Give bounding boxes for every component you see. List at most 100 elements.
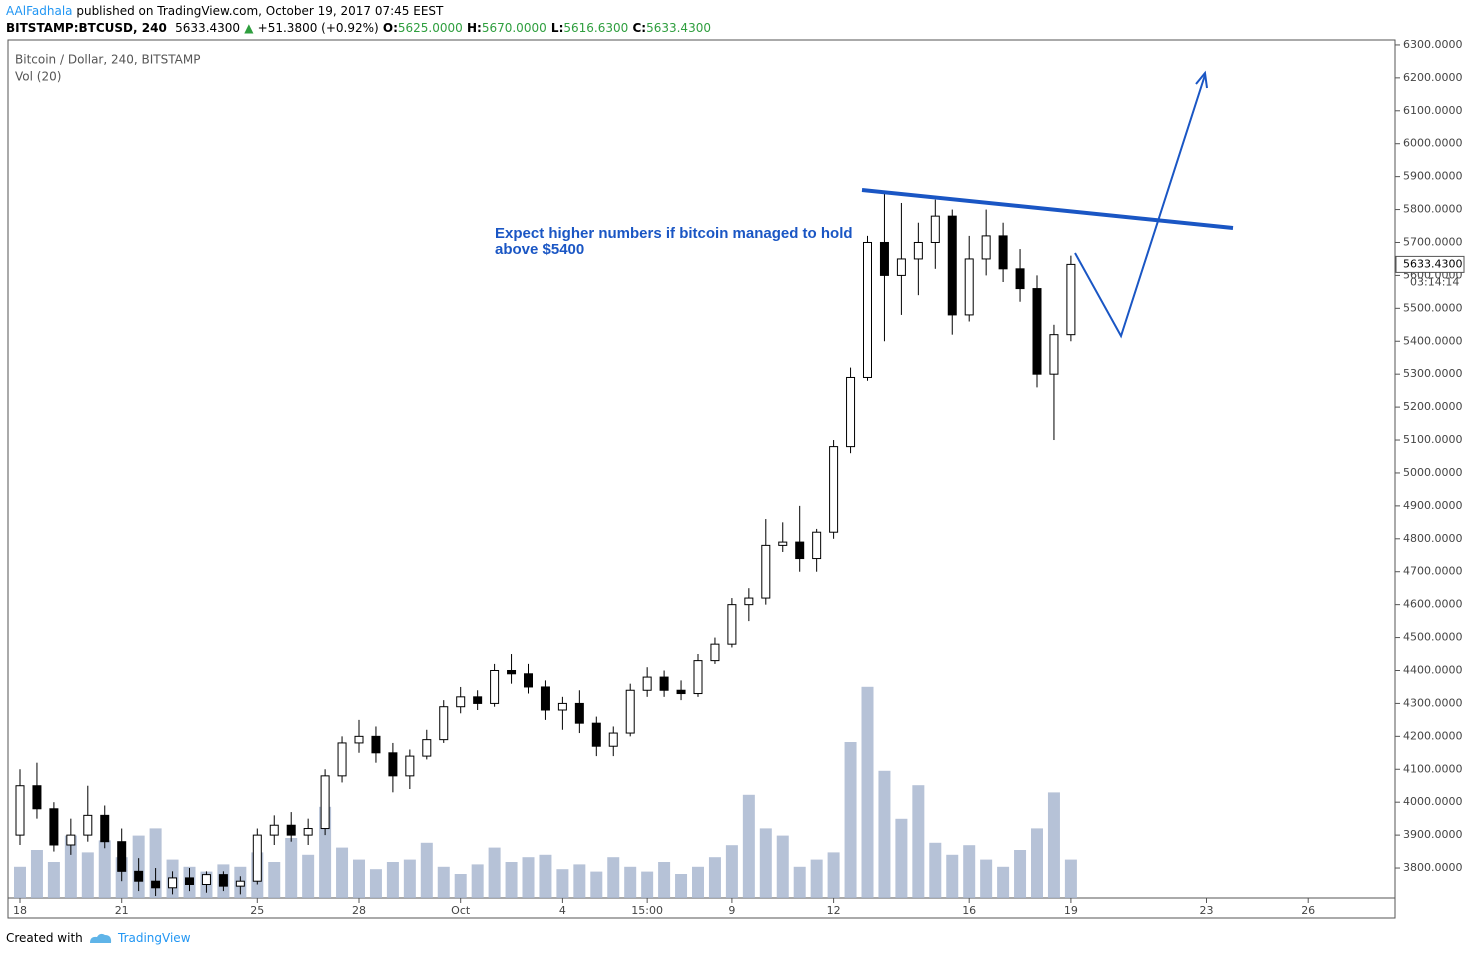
volume-bar — [149, 828, 162, 898]
volume-bar — [30, 850, 43, 898]
candle-body — [812, 531, 822, 560]
y-tick-label: 5200.0000 — [1403, 400, 1463, 413]
candle-body — [286, 824, 296, 836]
volume-bar — [420, 842, 433, 898]
candle-body — [1015, 268, 1025, 290]
volume-bar — [1064, 859, 1077, 898]
volume-bar — [658, 862, 671, 898]
volume-bar — [878, 770, 891, 898]
volume-bar — [268, 862, 281, 898]
volume-bar — [403, 859, 416, 898]
candle-body — [32, 785, 42, 810]
volume-bar — [742, 794, 755, 898]
y-tick-label: 4000.0000 — [1403, 795, 1463, 808]
x-tick-label: 28 — [352, 904, 366, 917]
volume-bar — [522, 857, 535, 898]
candle-body — [185, 877, 194, 886]
candle-body — [1032, 288, 1042, 375]
candle-body — [320, 775, 330, 830]
x-tick-label: 9 — [728, 904, 735, 917]
candle-body — [507, 669, 517, 675]
x-tick-label: 21 — [115, 904, 129, 917]
volume-bar — [963, 845, 976, 898]
volume-bar — [81, 852, 94, 898]
volume-bar — [708, 857, 721, 898]
candle-body — [795, 541, 805, 560]
symbol: BITSTAMP:BTCUSD, 240 — [6, 21, 167, 35]
candle-body — [998, 235, 1008, 270]
volume-bar — [386, 862, 399, 898]
y-tick-label: 5400.0000 — [1403, 334, 1463, 347]
volume-bar — [488, 847, 501, 898]
candle-body — [303, 828, 313, 836]
x-tick-label: 23 — [1200, 904, 1214, 917]
created-with: Created with — [6, 931, 83, 945]
y-tick-label: 6000.0000 — [1403, 137, 1463, 150]
candle-body — [354, 735, 364, 744]
candle-body — [930, 215, 940, 243]
candle-body — [1049, 334, 1059, 375]
candle-body — [608, 732, 618, 747]
candle-body — [218, 874, 228, 887]
y-tick-label: 5800.0000 — [1403, 203, 1463, 216]
candle-body — [761, 544, 771, 599]
last-price-box — [1395, 255, 1465, 273]
h-value: 5670.0000 — [481, 21, 547, 35]
y-tick-label: 5300.0000 — [1403, 367, 1463, 380]
candle-body — [201, 874, 211, 886]
l-value: 5616.6300 — [563, 21, 629, 35]
y-tick-label: 5900.0000 — [1403, 170, 1463, 183]
candle-body — [422, 739, 432, 757]
volume-bar — [624, 866, 637, 898]
volume-bar — [759, 828, 772, 898]
candle-body — [439, 706, 449, 741]
y-tick-label: 4400.0000 — [1403, 663, 1463, 676]
candle-body — [981, 235, 991, 260]
volume-bar — [47, 862, 60, 898]
candle-body — [947, 215, 957, 316]
candle-body — [964, 258, 974, 316]
chart: Bitcoin / Dollar, 240, BITSTAMP Vol (20)… — [7, 38, 1465, 919]
x-tick-label: 18 — [13, 904, 27, 917]
annotation: Expect higher numbers if bitcoin managed… — [495, 225, 853, 258]
y-tick-label: 6100.0000 — [1403, 104, 1463, 117]
brand[interactable]: TradingView — [118, 931, 191, 945]
candle-body — [337, 742, 347, 777]
last: 5633.4300 — [175, 21, 241, 35]
candle-body — [727, 604, 737, 645]
y-tick-label: 4800.0000 — [1403, 532, 1463, 545]
countdown: 03:14:14 — [1410, 275, 1459, 288]
candle-body — [642, 676, 652, 691]
candle-body — [49, 808, 59, 846]
volume-bar — [725, 845, 738, 898]
candle-body — [676, 689, 686, 695]
chart-frame — [7, 39, 1396, 919]
y-tick-label: 4700.0000 — [1403, 565, 1463, 578]
volume-bar — [810, 859, 823, 898]
candle-body — [15, 785, 25, 836]
candle-body — [524, 673, 533, 688]
candle-body — [235, 880, 245, 887]
candle-body — [66, 834, 76, 846]
candle-body — [490, 669, 500, 704]
c-label: C: — [632, 21, 647, 35]
volume-bar — [336, 847, 349, 898]
x-tick-label: 12 — [827, 904, 841, 917]
volume-bar — [1031, 828, 1043, 898]
author[interactable]: AAlFadhala — [6, 4, 73, 18]
plot — [14, 193, 1077, 898]
y-tick-label: 4100.0000 — [1403, 762, 1463, 775]
volume-bar — [539, 854, 552, 898]
symbol-line: BITSTAMP:BTCUSD, 240 5633.4300 ▲ +51.380… — [6, 21, 711, 35]
y-tick-label: 5100.0000 — [1403, 433, 1463, 446]
volume-bar — [1014, 850, 1027, 898]
l-label: L: — [550, 21, 564, 35]
candle-body — [574, 702, 584, 724]
last-price-label: 5633.4300 — [1403, 257, 1463, 270]
y-tick-label: 6200.0000 — [1403, 71, 1463, 84]
candle-body — [659, 676, 669, 691]
volume-bar — [556, 869, 569, 898]
volume-label: Vol (20) — [15, 70, 61, 84]
y-tick-label: 5500.0000 — [1403, 301, 1463, 314]
volume-bar — [793, 866, 806, 898]
